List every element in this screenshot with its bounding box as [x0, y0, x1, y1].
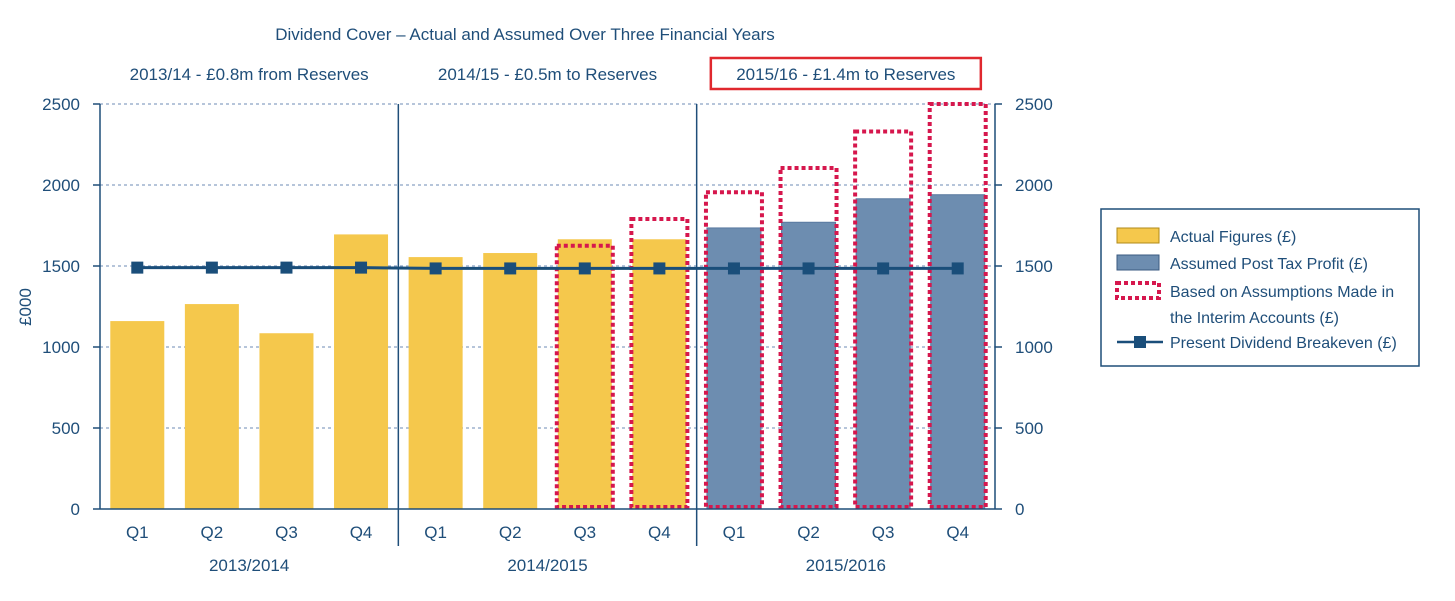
- x-tick-label: Q2: [201, 523, 224, 542]
- x-tick-label: Q2: [499, 523, 522, 542]
- actual-bar: [408, 257, 463, 509]
- y-tick-label-right: 1500: [1015, 257, 1053, 276]
- chart-title: Dividend Cover – Actual and Assumed Over…: [275, 25, 775, 44]
- legend-label: Assumed Post Tax Profit (£): [1170, 256, 1368, 273]
- highlight-box: [709, 56, 983, 91]
- x-tick-label: Q3: [573, 523, 596, 542]
- grid-lines: [100, 103, 995, 429]
- x-tick-label: Q4: [946, 523, 969, 542]
- breakeven-marker: [429, 262, 442, 275]
- y-tick-label-right: 1000: [1015, 338, 1053, 357]
- period-annotation: 2014/15 - £0.5m to Reserves: [438, 65, 657, 84]
- actual-bar: [110, 321, 165, 509]
- x-tick-label: Q3: [872, 523, 895, 542]
- x-tick-label: Q2: [797, 523, 820, 542]
- y-tick-label-right: 500: [1015, 419, 1043, 438]
- y-tick-label-left: 2000: [42, 176, 80, 195]
- actual-bar: [557, 239, 612, 509]
- x-tick-label: Q1: [126, 523, 149, 542]
- labels: 0 0 500 500 1000 1000 1500 1500 2000 2000 2500 2500…: [42, 56, 1053, 575]
- actual-bar: [259, 333, 314, 509]
- legend-label: Present Dividend Breakeven (£): [1170, 335, 1397, 352]
- legend-label: Based on Assumptions Made in: [1170, 284, 1394, 301]
- period-label: 2015/2016: [806, 556, 886, 575]
- bars: [110, 102, 988, 510]
- actual-bar: [632, 239, 687, 509]
- breakeven-marker: [951, 262, 964, 275]
- breakeven-marker: [802, 262, 815, 275]
- breakeven-marker: [355, 261, 368, 274]
- assumption-outline-bar: [853, 129, 914, 509]
- breakeven-marker: [131, 261, 144, 274]
- y-tick-label-left: 0: [71, 500, 80, 519]
- y-tick-label-left: 1000: [42, 338, 80, 357]
- legend-swatch-actual: [1116, 227, 1160, 244]
- assumed-bar: [855, 198, 911, 510]
- assumption-outline-bar: [927, 102, 988, 509]
- assumption-outline-bar: [554, 243, 615, 509]
- axes: [93, 103, 1002, 546]
- assumption-outline-bar: [703, 190, 764, 509]
- period-label: 2013/2014: [209, 556, 289, 575]
- breakeven-marker: [578, 262, 591, 275]
- breakeven-line: [131, 261, 964, 275]
- actual-bar: [184, 304, 239, 509]
- legend-swatch-breakeven-marker: [1134, 336, 1146, 348]
- y-tick-label-right: 2000: [1015, 176, 1053, 195]
- assumed-bar: [930, 194, 986, 510]
- y-axis-label: £000: [16, 288, 35, 326]
- breakeven-marker: [504, 262, 517, 275]
- period-annotation: 2015/16 - £1.4m to Reserves: [736, 65, 955, 84]
- breakeven-marker: [280, 261, 293, 274]
- legend: Actual Figures (£) Assumed Post Tax Profi…: [1100, 208, 1420, 367]
- x-tick-label: Q1: [424, 523, 447, 542]
- x-tick-label: Q4: [648, 523, 671, 542]
- y-tick-label-right: 0: [1015, 500, 1024, 519]
- legend-label: the Interim Accounts (£): [1170, 310, 1339, 327]
- legend-label: Actual Figures (£): [1170, 229, 1296, 246]
- legend-swatch-assumed: [1116, 254, 1160, 271]
- y-tick-label-right: 2500: [1015, 95, 1053, 114]
- period-label: 2014/2015: [507, 556, 587, 575]
- legend-swatch-assumption: [1115, 281, 1161, 300]
- x-tick-label: Q1: [723, 523, 746, 542]
- x-tick-label: Q3: [275, 523, 298, 542]
- y-tick-label-left: 500: [52, 419, 80, 438]
- actual-bar: [483, 253, 538, 509]
- x-tick-label: Q4: [350, 523, 373, 542]
- breakeven-marker: [727, 262, 740, 275]
- breakeven-marker: [205, 261, 218, 274]
- y-tick-label-left: 2500: [42, 95, 80, 114]
- period-annotation: 2013/14 - £0.8m from Reserves: [130, 65, 369, 84]
- breakeven-marker: [877, 262, 890, 275]
- y-tick-label-left: 1500: [42, 257, 80, 276]
- breakeven-marker: [653, 262, 666, 275]
- breakeven-line-path: [137, 266, 958, 270]
- actual-bar: [334, 234, 389, 509]
- assumption-outline-bar: [778, 165, 839, 510]
- assumption-outline-bar: [629, 217, 690, 510]
